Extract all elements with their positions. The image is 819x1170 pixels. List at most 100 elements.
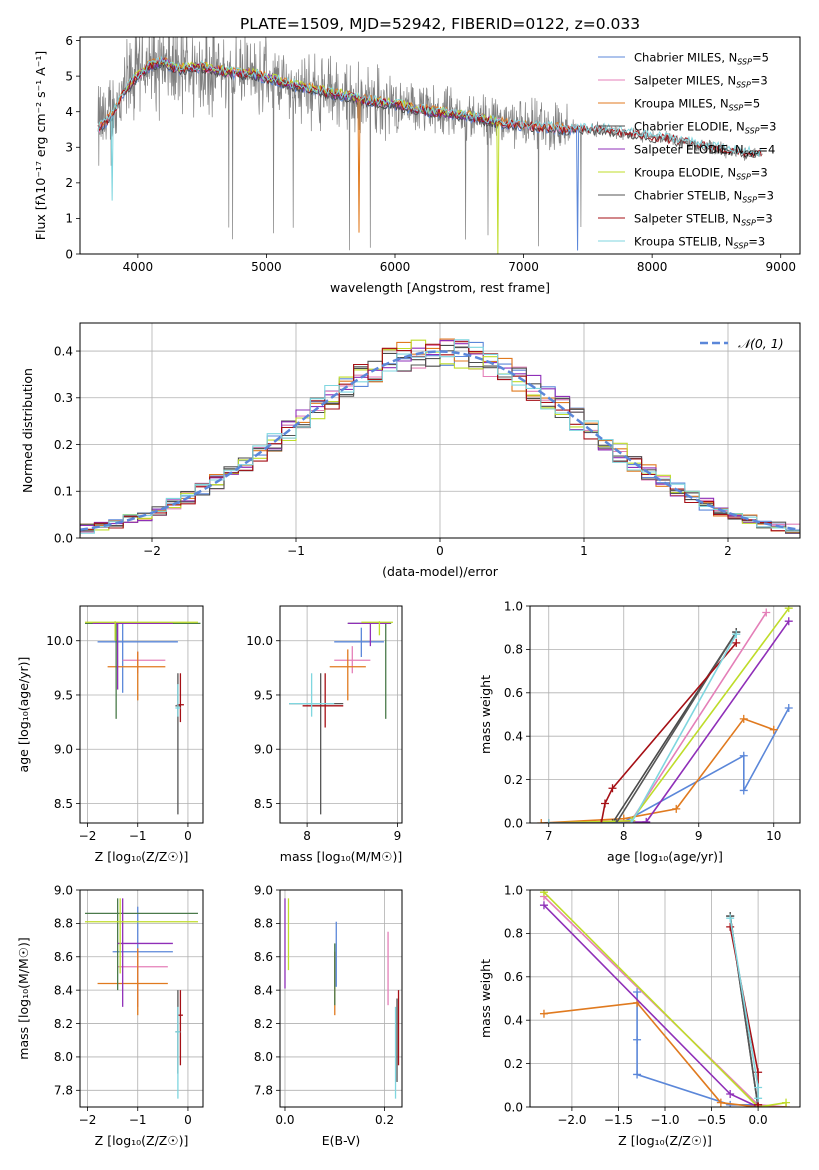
x-tick-label: −1 <box>129 829 147 843</box>
x-tick-label: −2.0 <box>557 1113 586 1127</box>
x-tick-label: 7000 <box>508 260 539 274</box>
axes-frame <box>279 889 403 1108</box>
y-tick-label: 8.8 <box>54 917 73 931</box>
y-tick-label: 0.4 <box>54 344 73 358</box>
chart-weight_vs_age: 7 8 9 10 0.0 0.2 0.4 0.6 0.8 1.0 age [log₁₀(age/yr… <box>478 599 801 864</box>
weight-marker <box>726 914 735 923</box>
y-tick-label: 1.0 <box>504 599 523 613</box>
x-axis-label: Z [log₁₀(Z/Z☉)] <box>618 1133 712 1148</box>
y-axis-label: Normed distribution <box>20 368 35 493</box>
y-tick-label: 9.5 <box>54 688 73 702</box>
x-tick-label: −1 <box>287 544 305 558</box>
x-tick-label: 0 <box>184 1113 192 1127</box>
x-tick-label: −1.0 <box>650 1113 679 1127</box>
legend-label: Kroupa MILES, NSSP=5 <box>634 97 760 113</box>
gaussian-curve <box>80 350 800 532</box>
weight-marker <box>633 1070 642 1079</box>
chart-weight_vs_Z: −2.0 −1.5 −1.0 −0.5 0.0 0.0 0.2 0.4 0.6 0.8 1.0 Z [… <box>478 883 801 1148</box>
y-axis-label: mass [log₁₀(M/M☉)] <box>16 937 31 1059</box>
model-dip <box>496 122 500 254</box>
weight-line <box>548 631 737 823</box>
plot-area <box>284 898 400 1099</box>
weight-marker <box>782 1098 791 1107</box>
x-tick-label: 0 <box>184 829 192 843</box>
y-tick-label: 0.6 <box>504 686 523 700</box>
x-tick-label: 8 <box>620 829 628 843</box>
x-tick-label: 0.0 <box>749 1113 768 1127</box>
x-tick-label: 8 <box>303 829 311 843</box>
axes-frame <box>279 605 403 824</box>
x-axis-label: mass [log₁₀(M/M☉)] <box>280 849 402 864</box>
y-tick-label: 1 <box>65 212 73 226</box>
y-tick-label: 8.4 <box>54 983 73 997</box>
axes-frame <box>529 889 801 1108</box>
x-tick-label: 7 <box>545 829 553 843</box>
weight-marker <box>601 799 609 808</box>
weight-marker <box>726 1089 735 1098</box>
weight-line <box>548 612 767 823</box>
model-series <box>97 56 762 159</box>
y-axis-label: age [log₁₀(age/yr)] <box>16 657 31 773</box>
y-tick-label: 0.2 <box>504 1057 523 1071</box>
axes-frame <box>79 322 801 539</box>
legend-label: Salpeter MILES, NSSP=3 <box>634 74 768 90</box>
legend-label: Chabrier ELODIE, NSSP=3 <box>634 120 776 136</box>
x-tick-label: 4000 <box>123 260 154 274</box>
y-tick-label: 8.2 <box>254 1017 273 1031</box>
plot-area <box>85 621 201 815</box>
y-tick-label: 10.0 <box>246 634 273 648</box>
y-tick-label: 8.5 <box>254 797 273 811</box>
x-tick-label: 5000 <box>251 260 282 274</box>
chart-mass_vs_EBV: 0.0 0.2 7.8 8.0 8.2 8.4 8.6 8.8 9.0 E(B-V) <box>254 883 403 1148</box>
weight-marker <box>784 703 793 712</box>
x-tick-label: 8000 <box>637 260 668 274</box>
y-tick-label: 8.6 <box>254 950 273 964</box>
y-tick-label: 8.4 <box>254 983 273 997</box>
legend-label: Kroupa STELIB, NSSP=3 <box>634 235 765 251</box>
y-tick-label: 9.0 <box>54 743 73 757</box>
weight-marker <box>612 819 621 823</box>
weight-marker <box>754 1094 763 1103</box>
chart-spectrum: 4000 5000 6000 7000 8000 9000 0 1 2 3 4 5 6 wavelengt… <box>33 34 801 295</box>
plot-area <box>85 898 198 1099</box>
axes-frame <box>79 889 204 1108</box>
x-tick-label: 1 <box>580 544 588 558</box>
y-tick-label: 0.8 <box>504 927 523 941</box>
legend-label: 𝒩(0, 1) <box>738 336 784 351</box>
x-axis-label: (data-model)/error <box>382 564 499 579</box>
y-tick-label: 0.1 <box>54 485 73 499</box>
weight-marker <box>739 751 748 760</box>
y-tick-label: 9.0 <box>54 883 73 897</box>
plot-area <box>80 338 800 536</box>
x-tick-label: 9000 <box>765 260 796 274</box>
weight-marker <box>633 987 642 996</box>
y-tick-label: 8.6 <box>54 950 73 964</box>
plot-area <box>537 606 793 823</box>
x-tick-label: 9 <box>394 829 402 843</box>
weight-marker <box>762 608 771 617</box>
weight-line <box>548 642 737 823</box>
legend-label: Chabrier STELIB, NSSP=3 <box>634 189 774 205</box>
y-tick-label: 0.2 <box>504 773 523 787</box>
plot-area <box>289 621 393 815</box>
x-tick-label: 2 <box>724 544 732 558</box>
weight-marker <box>754 1083 763 1092</box>
weight-marker <box>784 617 793 626</box>
chart-residuals: −2 −1 0 1 2 0.0 0.1 0.2 0.3 0.4 (data-model)/error… <box>20 322 801 579</box>
x-tick-label: 0.2 <box>375 1113 394 1127</box>
y-tick-label: 0 <box>65 247 73 261</box>
weight-marker <box>539 890 548 897</box>
model-dip <box>110 115 114 201</box>
weight-line <box>548 633 737 823</box>
weight-line <box>543 891 787 1107</box>
chart-age_vs_mass: 8 9 8.5 9.0 9.5 10.0 mass [log₁₀(M/M☉)] <box>246 605 403 864</box>
y-tick-label: 0.6 <box>504 970 523 984</box>
x-tick-label: −1 <box>129 1113 147 1127</box>
y-tick-label: 8.0 <box>254 1050 273 1064</box>
y-tick-label: 8.8 <box>254 917 273 931</box>
weight-marker <box>732 630 741 639</box>
weight-marker <box>627 819 636 823</box>
x-axis-label: Z [log₁₀(Z/Z☉)] <box>95 849 189 864</box>
weight-line <box>548 631 737 823</box>
weight-marker <box>739 714 748 723</box>
